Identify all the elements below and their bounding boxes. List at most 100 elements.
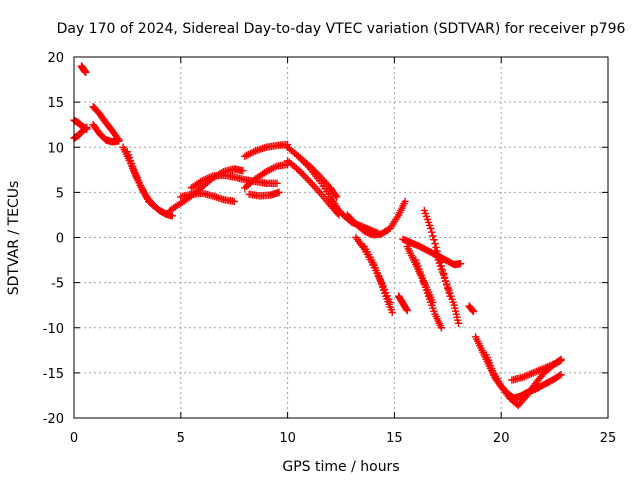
data-point bbox=[447, 292, 455, 300]
data-point bbox=[385, 300, 393, 308]
data-point bbox=[453, 313, 461, 321]
data-point bbox=[469, 307, 478, 316]
data-point bbox=[436, 262, 445, 270]
y-tick-label: 10 bbox=[47, 141, 64, 156]
data-point bbox=[168, 212, 176, 220]
data-point bbox=[431, 247, 439, 255]
data-point bbox=[427, 224, 435, 233]
data-point bbox=[438, 268, 447, 276]
data-point bbox=[420, 280, 429, 288]
data-point bbox=[451, 304, 459, 312]
data-point bbox=[115, 137, 123, 145]
data-point bbox=[422, 212, 431, 221]
data-point bbox=[416, 268, 424, 276]
data-point bbox=[432, 243, 440, 251]
data-series bbox=[343, 197, 409, 239]
data-point bbox=[375, 274, 384, 282]
data-series bbox=[241, 140, 292, 160]
data-points bbox=[70, 62, 565, 410]
data-series bbox=[294, 152, 341, 201]
data-point bbox=[239, 167, 247, 175]
data-series bbox=[77, 62, 90, 77]
data-point bbox=[486, 361, 495, 370]
data-point bbox=[484, 356, 493, 364]
data-point bbox=[127, 160, 136, 168]
data-point bbox=[422, 286, 431, 294]
data-point bbox=[423, 289, 432, 297]
y-tick-label: 5 bbox=[56, 186, 64, 201]
data-point bbox=[557, 370, 565, 379]
chart-title: Day 170 of 2024, Sidereal Day-to-day VTE… bbox=[57, 21, 626, 37]
x-tick-label: 10 bbox=[279, 431, 296, 446]
data-point bbox=[437, 265, 446, 273]
data-point bbox=[428, 301, 436, 309]
data-point bbox=[377, 280, 386, 288]
data-point bbox=[129, 163, 137, 171]
data-point bbox=[482, 351, 490, 359]
tick-labels: 0 5 10 15 20 25 20 15 10 5 0 -5 -10 -15 -20 bbox=[43, 51, 617, 446]
data-point bbox=[380, 286, 388, 294]
data-point bbox=[435, 259, 443, 267]
data-point bbox=[421, 209, 430, 218]
data-series bbox=[394, 292, 411, 315]
data-series bbox=[431, 247, 463, 327]
data-point bbox=[449, 298, 457, 306]
data-series bbox=[89, 102, 123, 144]
data-point bbox=[437, 324, 446, 332]
data-point bbox=[487, 364, 496, 373]
data-point bbox=[456, 259, 465, 268]
data-point bbox=[469, 306, 477, 315]
data-point bbox=[425, 295, 434, 303]
data-point bbox=[430, 236, 438, 244]
data-point bbox=[451, 307, 460, 315]
data-series bbox=[465, 302, 478, 316]
data-point bbox=[402, 305, 411, 314]
x-tick-label: 25 bbox=[600, 431, 617, 446]
data-point bbox=[445, 286, 453, 294]
data-point bbox=[82, 68, 90, 77]
data-point bbox=[230, 197, 238, 206]
data-point bbox=[383, 295, 391, 303]
data-series bbox=[177, 189, 238, 206]
data-point bbox=[557, 356, 565, 364]
data-point bbox=[273, 179, 281, 188]
data-point bbox=[412, 256, 420, 264]
data-point bbox=[450, 301, 458, 309]
data-point bbox=[275, 188, 283, 197]
x-tick-label: 20 bbox=[493, 431, 510, 446]
data-series bbox=[412, 256, 446, 332]
data-point bbox=[441, 277, 450, 285]
data-point bbox=[382, 292, 390, 300]
data-point bbox=[425, 221, 434, 230]
data-point bbox=[415, 265, 423, 273]
data-point bbox=[403, 306, 411, 315]
data-point bbox=[429, 304, 437, 312]
y-tick-label: -15 bbox=[43, 367, 64, 382]
data-point bbox=[439, 271, 448, 279]
data-point bbox=[430, 307, 438, 315]
data-point bbox=[434, 256, 442, 264]
data-point bbox=[388, 308, 396, 317]
y-tick-label: 15 bbox=[47, 96, 64, 111]
data-point bbox=[485, 359, 494, 367]
data-point bbox=[386, 303, 394, 311]
y-axis-title: SDTVAR / TECUs bbox=[6, 181, 22, 296]
data-point bbox=[429, 232, 437, 240]
data-point bbox=[126, 157, 135, 165]
data-point bbox=[378, 283, 387, 291]
data-point bbox=[454, 316, 462, 324]
y-tick-label: -10 bbox=[43, 322, 64, 337]
grid bbox=[74, 57, 608, 418]
data-point bbox=[433, 253, 441, 261]
data-point bbox=[83, 123, 91, 132]
data-point bbox=[419, 277, 427, 285]
data-point bbox=[423, 215, 432, 224]
data-point bbox=[384, 297, 392, 306]
data-point bbox=[452, 310, 461, 318]
y-tick-label: -5 bbox=[51, 277, 64, 292]
data-point bbox=[428, 228, 436, 236]
data-point bbox=[424, 292, 433, 300]
data-point bbox=[401, 197, 409, 206]
